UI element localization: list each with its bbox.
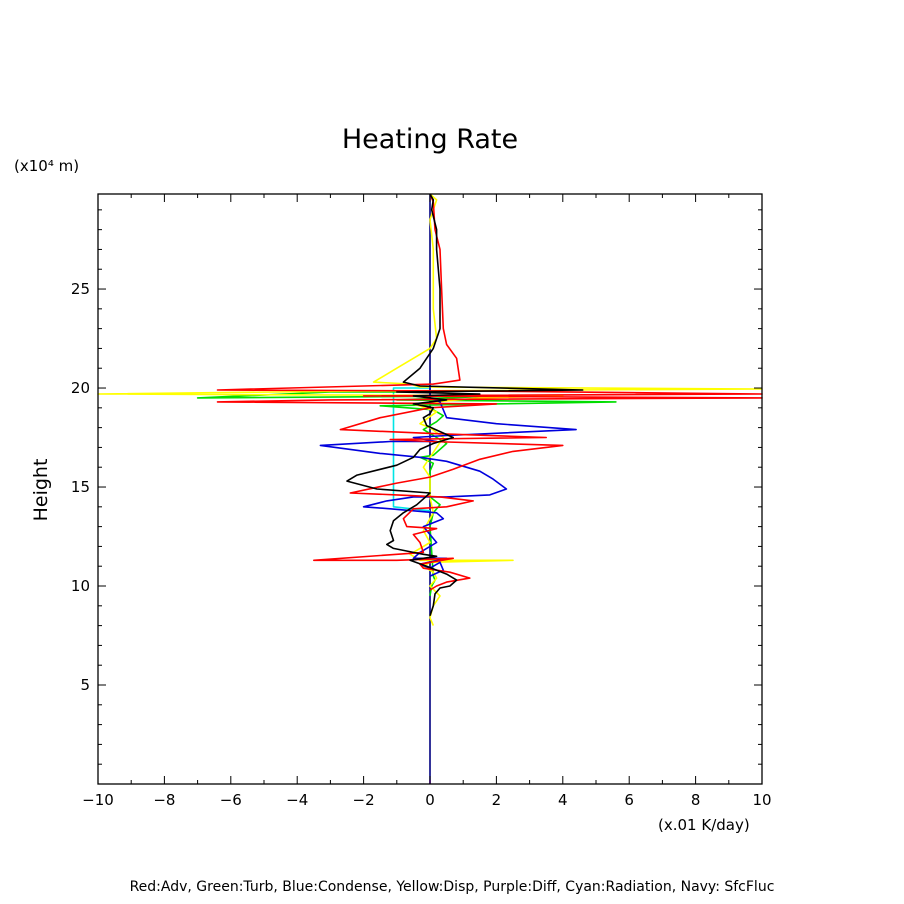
- legend-text: Red:Adv, Green:Turb, Blue:Condense, Yell…: [130, 879, 775, 895]
- x-tick-label: 8: [691, 791, 701, 809]
- x-tick-label: 2: [492, 791, 502, 809]
- series-line-1: [392, 387, 431, 512]
- plot-frame: [97, 193, 763, 785]
- x-axis-label: (x.01 K/day): [658, 816, 750, 834]
- ticks-layer: −10 −8 −6 −4 −2 0 2 4 6 8 10 5 10 15 20 25: [71, 194, 772, 809]
- x-tick-label: −8: [153, 791, 175, 809]
- y-axis-label: Height: [30, 459, 52, 522]
- x-tick-label: −4: [286, 791, 308, 809]
- x-tick-label: −6: [220, 791, 242, 809]
- y-axis-unit: (x10⁴ m): [14, 157, 79, 175]
- y-tick-label: 5: [80, 676, 90, 694]
- chart-title: Heating Rate: [342, 124, 518, 155]
- y-tick-label: 15: [71, 478, 90, 496]
- series-layer: [97, 193, 763, 784]
- series-line-7: [346, 193, 584, 616]
- x-tick-label: 6: [624, 791, 634, 809]
- y-tick-label: 20: [71, 379, 90, 397]
- x-tick-label: −2: [353, 791, 375, 809]
- x-tick-label: 4: [558, 791, 568, 809]
- series-line-6: [216, 193, 763, 591]
- x-tick-label: −10: [82, 791, 114, 809]
- series-line-4: [97, 193, 763, 626]
- y-tick-label: 25: [71, 280, 90, 298]
- series-line-5: [319, 384, 577, 577]
- x-tick-label: 10: [752, 791, 771, 809]
- y-tick-label: 10: [71, 577, 90, 595]
- x-tick-label: 0: [425, 791, 435, 809]
